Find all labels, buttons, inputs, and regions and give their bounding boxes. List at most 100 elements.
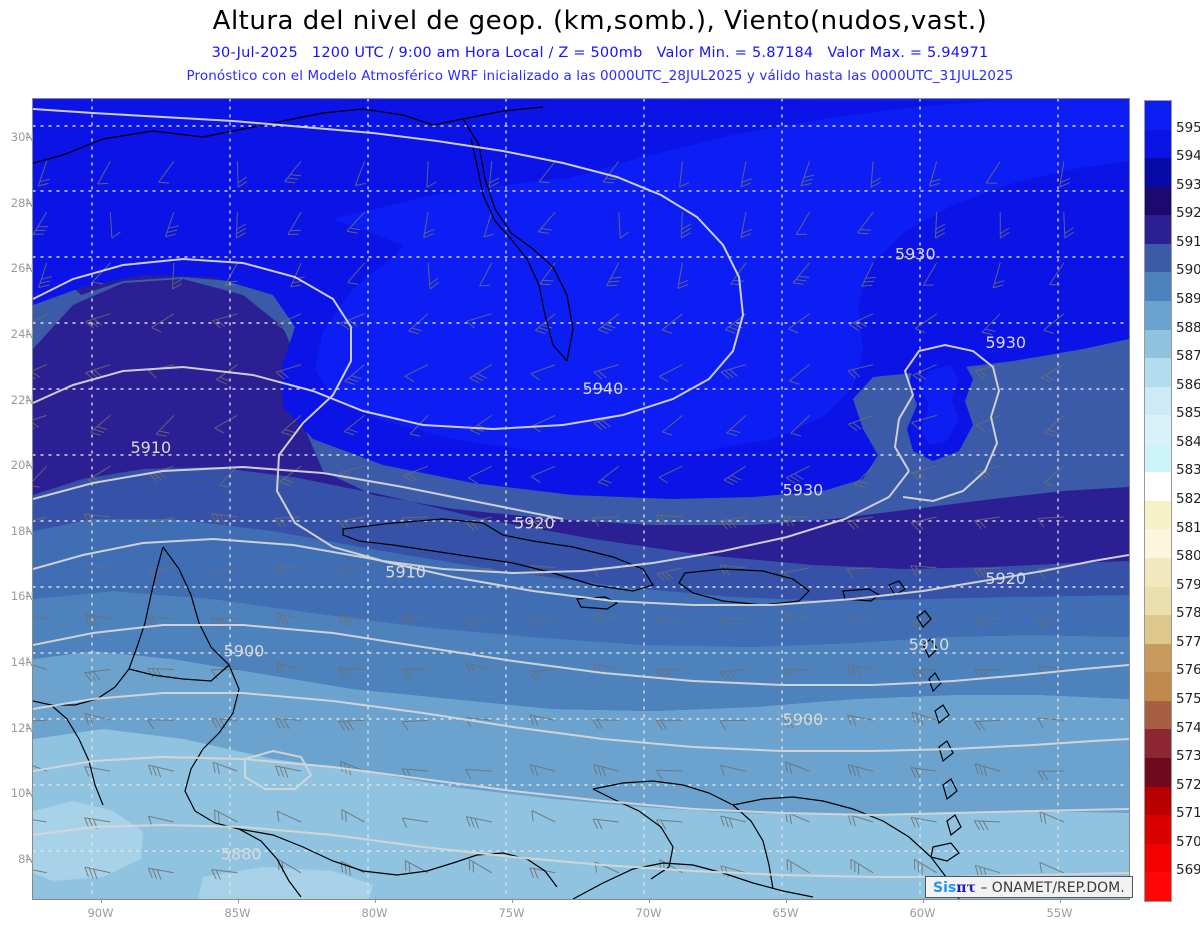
wind-barb-flag — [404, 860, 407, 872]
wind-barb-flag — [655, 668, 663, 679]
wind-barb-flag — [468, 477, 478, 484]
contour-label: 5910 — [909, 635, 950, 654]
wind-barb — [211, 869, 238, 874]
wind-barb — [861, 262, 874, 287]
wind-barb-flag — [148, 370, 157, 379]
wind-barb-flag — [276, 811, 280, 822]
wind-barb — [911, 414, 937, 423]
wind-barb-flag — [347, 616, 353, 627]
wind-barb — [538, 160, 556, 183]
wind-barb — [347, 262, 365, 283]
wind-barb-flag — [281, 431, 292, 436]
wind-barb-flag — [871, 177, 882, 184]
wind-barb-flag — [147, 668, 154, 678]
wind-barb-flag — [596, 719, 604, 730]
wind-barb — [974, 617, 1001, 620]
wind-barb — [147, 667, 174, 670]
wind-barb-flag — [338, 614, 344, 626]
colorbar-tick-label: 5770 — [1176, 633, 1200, 650]
wind-barb — [423, 212, 429, 238]
wind-barb-flag — [719, 565, 726, 576]
wind-barb-flag — [148, 764, 153, 776]
wind-barb-flag — [679, 181, 690, 188]
wind-barb — [785, 465, 810, 479]
wind-barb-flag — [211, 513, 217, 524]
wind-barb-flag — [401, 615, 408, 626]
wind-barb-flag — [802, 178, 813, 183]
wind-barb — [847, 616, 874, 620]
wind-barb-flag — [849, 324, 859, 331]
wind-barb-flag — [274, 565, 281, 576]
wind-barb-flag — [728, 519, 737, 528]
wind-barb-flag — [973, 820, 980, 831]
wind-barb-flag — [97, 426, 108, 431]
wind-barb-flag — [287, 177, 299, 180]
wind-barb-flag — [279, 481, 291, 486]
lon-tick-label: 55W — [1046, 906, 1073, 920]
lat-tick-mark — [26, 596, 31, 598]
wind-barb — [850, 858, 874, 874]
wind-barb-flag — [172, 283, 183, 290]
wind-barb-flag — [279, 565, 285, 576]
wind-barb — [85, 712, 111, 721]
wind-barb-flag — [978, 369, 988, 378]
lat-tick-label: 16N — [10, 589, 34, 604]
wind-barb-flag — [601, 326, 612, 332]
wind-barb-flag — [92, 615, 98, 626]
wind-barb-flag — [787, 516, 795, 527]
shading-band-5875 — [33, 729, 1129, 899]
wind-barb — [974, 567, 1001, 570]
wind-barb — [148, 567, 174, 572]
colorbar-tick-label: 5720 — [1176, 776, 1200, 793]
wind-barb-flag — [720, 765, 725, 776]
wind-barb-flag — [1044, 374, 1055, 381]
wind-barb — [783, 612, 810, 620]
wind-barb-flag — [592, 818, 599, 829]
value-max-label: Valor Max. = 5.94971 — [827, 45, 989, 61]
map-plot-area[interactable]: 5910 5940 5930 5930 5930 5920 5910 5920 5910 5900… — [32, 98, 1130, 900]
wind-barb-flag — [290, 174, 301, 177]
wind-barb — [84, 563, 111, 569]
lat-tick-mark — [26, 727, 31, 729]
wind-barb — [341, 809, 365, 823]
contour-label: 5930 — [783, 481, 824, 500]
wind-barb — [592, 719, 619, 721]
colorbar-tick-label: 5800 — [1176, 548, 1200, 565]
wind-barb-flag — [345, 811, 347, 823]
wind-barb-flag — [865, 276, 877, 279]
wind-barb-flag — [719, 617, 726, 628]
wind-barb-flag — [847, 520, 855, 530]
wind-barb-flag — [789, 813, 792, 825]
wind-barb — [847, 567, 874, 570]
wind-barb-flag — [973, 617, 981, 628]
lon-tick-label: 75W — [498, 906, 525, 920]
wind-barb-flag — [93, 428, 105, 433]
wind-barb-flag — [275, 612, 280, 623]
wind-barb-flag — [88, 514, 94, 525]
wind-barb — [483, 211, 493, 238]
shading-band-5890 — [33, 591, 1129, 711]
wind-barb-flag — [655, 769, 663, 780]
wind-barb-flag — [789, 475, 800, 482]
wind-barb — [911, 516, 937, 524]
wind-barb-flag — [1064, 227, 1074, 235]
wind-barb-flag — [914, 565, 921, 576]
wind-barb — [847, 714, 874, 721]
lon-tick-mark — [785, 898, 787, 903]
shading-band-5910 — [33, 467, 1129, 601]
wind-barb-flag — [787, 718, 794, 729]
wind-barb-flag — [847, 714, 852, 726]
lat-tick-mark — [26, 399, 31, 401]
colorbar-tick-label: 5910 — [1176, 233, 1200, 250]
colorbar-tick-label: 5700 — [1176, 833, 1200, 850]
wind-barb-flag — [792, 282, 804, 285]
wind-barb-flag — [85, 372, 95, 380]
wind-barb-flag — [915, 521, 924, 530]
wind-barb-flag — [1043, 329, 1054, 334]
wind-barb — [408, 313, 429, 332]
wind-barb-flag — [284, 181, 296, 184]
wind-barb-flag — [533, 521, 542, 530]
wind-barb — [847, 764, 874, 772]
colorbar[interactable] — [1144, 100, 1172, 902]
wind-barb-flag — [783, 516, 790, 527]
